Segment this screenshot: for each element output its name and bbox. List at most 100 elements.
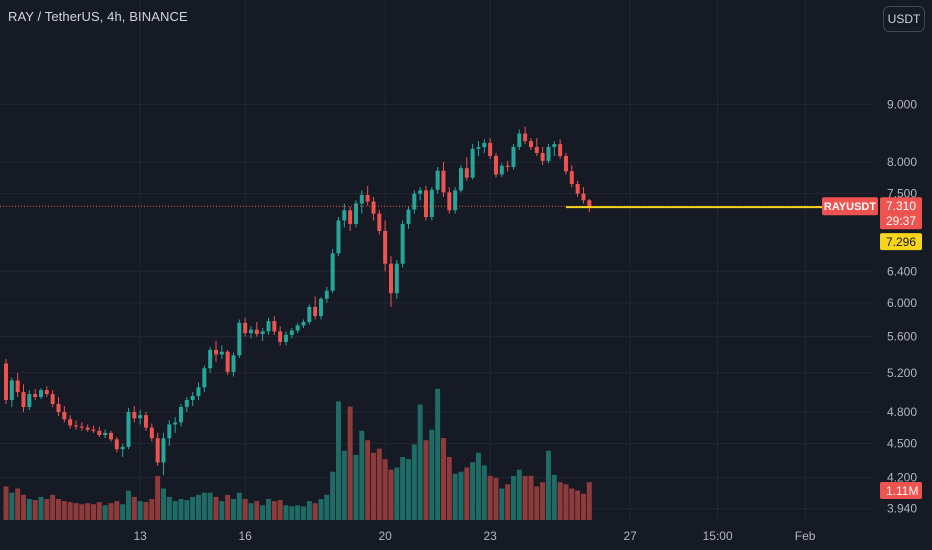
candle: [558, 139, 563, 160]
candle: [114, 437, 119, 453]
candle: [44, 386, 49, 398]
candle: [441, 162, 446, 197]
candle: [511, 144, 516, 170]
candle: [9, 377, 14, 407]
candle: [254, 321, 259, 337]
candle: [73, 420, 78, 430]
volume-bar: [551, 474, 557, 520]
candle: [213, 341, 218, 362]
candle: [353, 200, 358, 228]
volume-bar: [190, 496, 196, 520]
volume-bar: [440, 438, 446, 520]
volume-bar: [50, 494, 56, 520]
y-tick-label: 5.600: [887, 330, 917, 344]
volume-bar: [114, 501, 120, 520]
volume-bar: [137, 501, 143, 520]
last-price-value: 7.310: [886, 199, 916, 213]
candle: [563, 152, 568, 175]
candle: [68, 415, 73, 429]
candle: [336, 217, 341, 257]
volume-bar: [365, 440, 371, 520]
volume-bar: [563, 484, 569, 520]
candle: [248, 326, 253, 339]
volume-bar: [38, 496, 44, 520]
volume-bar: [265, 499, 271, 520]
candle: [318, 297, 323, 320]
candle: [412, 190, 417, 214]
candle: [184, 397, 189, 413]
candle: [120, 443, 125, 457]
candle: [423, 185, 428, 221]
candle: [313, 296, 318, 320]
volume-bar: [330, 471, 336, 520]
volume-bar: [225, 494, 231, 520]
volume-bar: [44, 499, 50, 520]
countdown-value: 29:37: [886, 214, 916, 228]
currency-button[interactable]: USDT: [883, 6, 925, 32]
volume-bar: [586, 482, 592, 520]
candle: [190, 392, 195, 406]
volume-bar: [405, 459, 411, 520]
candle: [143, 412, 148, 431]
volume-bar: [120, 504, 126, 520]
volume-bar: [201, 492, 207, 520]
x-tick-label: 23: [483, 529, 497, 543]
candle: [359, 190, 364, 214]
candle: [21, 384, 26, 413]
volume-bar: [15, 488, 21, 520]
candle: [278, 326, 283, 346]
volume-bar: [102, 505, 108, 520]
candle: [15, 372, 20, 398]
volume-bar: [417, 404, 423, 520]
volume-value: 1.11M: [886, 484, 918, 498]
x-axis: 13 16 20 23 27 15:00 Feb: [133, 529, 815, 543]
x-tick-label: 16: [238, 529, 252, 543]
volume-bar: [61, 501, 67, 520]
volume-bar: [481, 465, 487, 520]
volume-bar: [528, 475, 534, 520]
y-tick-label: 4.500: [887, 437, 917, 451]
candle: [202, 365, 207, 393]
volume-bar: [195, 494, 201, 520]
volume-bar: [85, 503, 91, 520]
candle: [161, 432, 166, 476]
symbol-tag: RAYUSDT: [822, 197, 878, 216]
candle: [493, 152, 498, 178]
volume-bar: [155, 475, 161, 520]
candle: [283, 331, 288, 346]
y-tick-label: 3.940: [887, 502, 917, 516]
candle: [400, 220, 405, 268]
candle: [406, 206, 411, 229]
volume-bar: [79, 504, 85, 520]
candle: [517, 129, 522, 150]
volume-bar: [359, 430, 365, 520]
volume-bar: [347, 406, 353, 520]
candle: [330, 248, 335, 294]
volume-bar: [458, 471, 464, 520]
volume-bar: [411, 444, 417, 520]
candle: [167, 420, 172, 446]
candle: [231, 352, 236, 377]
volume-bar: [248, 503, 254, 520]
volume-bar: [20, 494, 26, 520]
candle: [27, 390, 32, 411]
candle: [272, 316, 277, 335]
candle: [266, 317, 271, 335]
volume-bar: [376, 448, 382, 520]
volume-bar: [324, 494, 330, 520]
volume-bar: [143, 502, 149, 520]
volume-bar: [306, 501, 312, 520]
candle: [394, 259, 399, 299]
volume-bar: [90, 504, 96, 520]
candle: [464, 157, 469, 181]
candle: [377, 210, 382, 235]
candle: [243, 317, 248, 337]
candle: [178, 403, 183, 427]
candle: [429, 187, 434, 221]
candle: [33, 389, 38, 400]
candle: [435, 166, 440, 194]
volume-bar: [73, 503, 79, 520]
candle: [587, 198, 592, 213]
